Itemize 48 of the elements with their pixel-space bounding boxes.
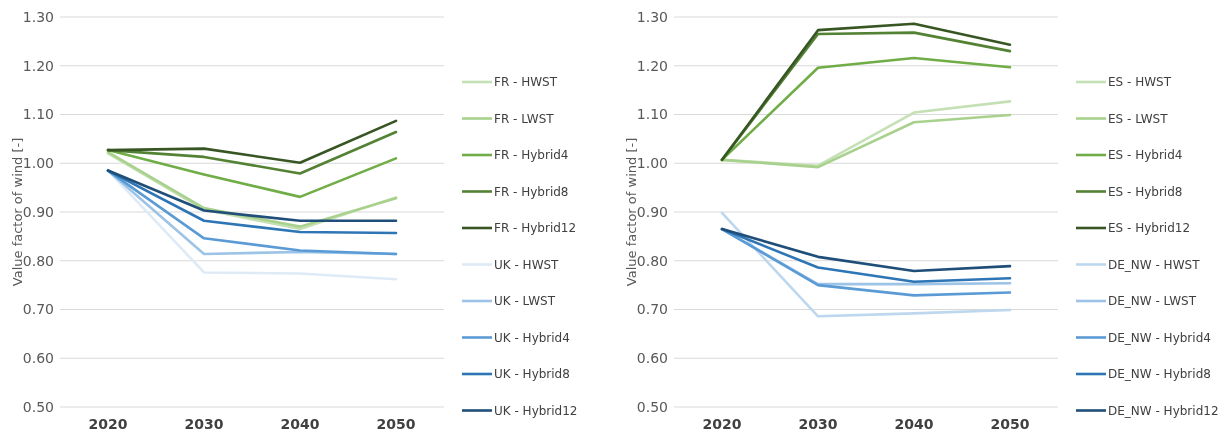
y-tick-label: 0.80 xyxy=(22,252,54,269)
y-tick-label: 0.50 xyxy=(636,398,668,415)
legend-label: FR - Hybrid12 xyxy=(494,221,577,236)
y-tick-label: 1.00 xyxy=(636,155,668,172)
legend-label: FR - Hybrid4 xyxy=(494,148,569,163)
legend-label: DE_NW - Hybrid12 xyxy=(1108,403,1219,418)
y-axis-title: Value factor of wind [-] xyxy=(10,137,25,287)
y-tick-label: 0.50 xyxy=(22,398,54,415)
y-tick-label: 0.90 xyxy=(22,203,54,220)
x-tick-label: 2050 xyxy=(376,416,416,432)
x-tick-label: 2040 xyxy=(894,416,934,432)
x-tick-label: 2020 xyxy=(88,416,128,432)
legend-label: UK - HWST xyxy=(494,257,560,272)
y-tick-label: 1.00 xyxy=(22,155,54,172)
legend-label: DE_NW - HWST xyxy=(1108,257,1201,272)
legend-label: DE_NW - Hybrid8 xyxy=(1108,367,1211,382)
legend-label: DE_NW - LWST xyxy=(1108,294,1197,309)
x-tick-label: 2020 xyxy=(702,416,742,432)
legend-label: ES - HWST xyxy=(1108,75,1172,90)
legend-label: UK - Hybrid8 xyxy=(494,367,570,382)
legend-label: DE_NW - Hybrid4 xyxy=(1108,330,1211,345)
y-tick-label: 1.10 xyxy=(22,106,54,123)
y-tick-label: 1.30 xyxy=(22,8,54,25)
y-tick-label: 0.60 xyxy=(636,350,668,367)
y-tick-label: 0.70 xyxy=(22,301,54,318)
y-axis-title: Value factor of wind [-] xyxy=(624,137,639,287)
legend-label: FR - HWST xyxy=(494,75,558,90)
y-tick-label: 1.10 xyxy=(636,106,668,123)
y-tick-label: 0.60 xyxy=(22,350,54,367)
legend-label: UK - LWST xyxy=(494,294,556,309)
y-tick-label: 0.70 xyxy=(636,301,668,318)
x-tick-label: 2030 xyxy=(184,416,224,432)
y-tick-label: 1.30 xyxy=(636,8,668,25)
x-tick-label: 2050 xyxy=(990,416,1030,432)
y-tick-label: 0.80 xyxy=(636,252,668,269)
y-tick-label: 1.20 xyxy=(22,57,54,74)
legend-label: FR - LWST xyxy=(494,111,555,126)
legend-label: ES - Hybrid4 xyxy=(1108,148,1183,163)
legend-label: UK - Hybrid4 xyxy=(494,330,570,345)
x-tick-label: 2030 xyxy=(798,416,838,432)
legend-label: ES - Hybrid12 xyxy=(1108,221,1191,236)
legend-label: FR - Hybrid8 xyxy=(494,184,569,199)
legend-label: ES - Hybrid8 xyxy=(1108,184,1183,199)
x-tick-label: 2040 xyxy=(280,416,320,432)
y-tick-label: 1.20 xyxy=(636,57,668,74)
legend-label: ES - LWST xyxy=(1108,111,1169,126)
legend-label: UK - Hybrid12 xyxy=(494,403,578,418)
y-tick-label: 0.90 xyxy=(636,203,668,220)
